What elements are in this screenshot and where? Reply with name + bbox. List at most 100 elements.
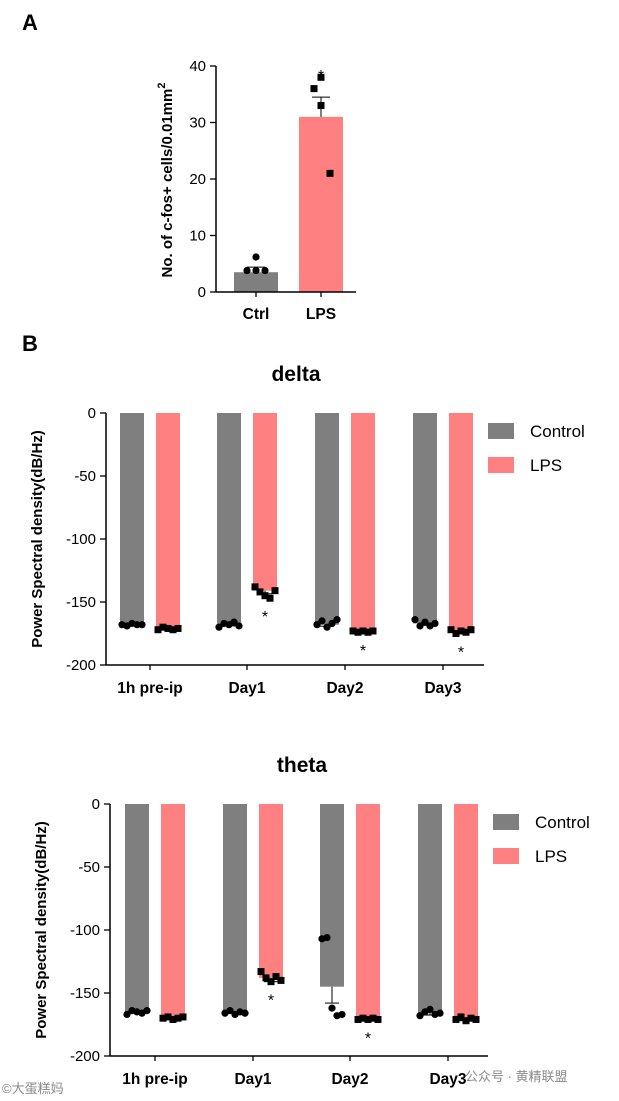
y-tick-label: 40 xyxy=(189,58,206,75)
data-point xyxy=(317,102,325,110)
y-tick-label: 0 xyxy=(88,405,96,422)
data-point xyxy=(318,617,326,625)
chart-title: theta xyxy=(277,754,327,777)
x-tick-label: 1h pre-ip xyxy=(122,1071,187,1088)
data-point xyxy=(462,1017,470,1025)
data-point xyxy=(472,1015,480,1023)
data-point xyxy=(338,1010,346,1019)
data-point xyxy=(369,1014,377,1022)
y-tick-label: -200 xyxy=(70,1048,100,1065)
data-point xyxy=(215,623,223,631)
data-point xyxy=(452,1015,460,1023)
legend-label-control: Control xyxy=(535,813,590,832)
data-point xyxy=(252,266,260,275)
data-point xyxy=(154,626,162,634)
legend-label-control: Control xyxy=(530,422,585,441)
data-point xyxy=(243,266,251,275)
data-point xyxy=(230,618,238,626)
bar-lps-day1 xyxy=(253,413,277,591)
y-axis-label: No. of c-fos+ cells/0.01mm2 xyxy=(156,83,176,278)
bar-lps-1h-pre-ip xyxy=(161,804,185,1019)
x-tick-label: Day2 xyxy=(331,1071,368,1088)
bar-control-day3 xyxy=(413,413,437,624)
y-tick-label: -100 xyxy=(66,531,96,548)
data-point xyxy=(359,1014,367,1022)
data-point xyxy=(421,618,429,626)
data-point xyxy=(431,619,439,628)
y-tick-label: -200 xyxy=(66,657,96,674)
data-point xyxy=(251,583,259,591)
data-point xyxy=(328,619,336,628)
data-point xyxy=(447,626,455,634)
y-tick-label: -50 xyxy=(78,859,100,876)
data-point xyxy=(457,627,465,635)
x-tick-label: 1h pre-ip xyxy=(117,680,182,697)
data-point xyxy=(349,627,357,635)
watermark: ©大蛋糕妈 公众号 · 黄精联盟 xyxy=(2,1069,568,1096)
y-tick-label: -100 xyxy=(70,922,100,939)
data-point xyxy=(226,1007,234,1015)
chart-panel-a: A Ctrl * LPS 0 10 20 30 40 No. of c-fos+ cells/0.… xyxy=(22,10,356,323)
data-point xyxy=(467,626,475,634)
data-point xyxy=(159,623,167,631)
data-point xyxy=(457,1013,465,1021)
y-axis-label: Power Spectral density(dB/Hz) xyxy=(33,821,50,1039)
panel-label-b: B xyxy=(22,331,38,356)
y-axis-label: Power Spectral density(dB/Hz) xyxy=(29,430,46,648)
data-point xyxy=(164,1013,172,1021)
data-point xyxy=(374,1015,382,1023)
y-tick-label: -50 xyxy=(74,468,96,485)
bar-lps-day2 xyxy=(356,804,380,1020)
y-tick-label: 0 xyxy=(198,284,206,301)
data-point xyxy=(317,73,325,81)
data-point xyxy=(174,624,182,632)
x-tick-label: Day2 xyxy=(326,680,363,697)
bar-control-1h-pre-ip xyxy=(125,804,149,1012)
legend-label-lps: LPS xyxy=(530,456,562,475)
data-point xyxy=(328,1004,336,1012)
data-point xyxy=(133,621,141,629)
data-point xyxy=(467,1014,475,1022)
data-point xyxy=(333,616,341,624)
data-point xyxy=(272,973,280,981)
significance-mark: * xyxy=(365,1030,371,1047)
watermark-right: 公众号 · 黄精联盟 xyxy=(465,1069,568,1084)
data-point xyxy=(138,621,146,629)
y-tick-label: 20 xyxy=(189,171,206,188)
bar-control-day2 xyxy=(315,413,339,625)
data-point xyxy=(416,1012,424,1020)
y-axis-label-superscript: 2 xyxy=(156,83,168,89)
data-point xyxy=(123,1010,131,1019)
data-point xyxy=(143,1007,151,1015)
y-tick-label: 30 xyxy=(189,115,206,132)
y-tick-label: -150 xyxy=(66,594,96,611)
chart-panel-theta: theta * * 0 -50 -100 -150 -200 1h pre-ip Day1 Day2… xyxy=(33,754,590,1088)
data-point xyxy=(261,266,269,275)
x-tick-label: Ctrl xyxy=(243,306,270,323)
data-point xyxy=(364,628,372,636)
x-tick-label: Day3 xyxy=(429,1071,466,1088)
legend-swatch-lps xyxy=(488,457,514,473)
data-point xyxy=(354,1015,362,1023)
bar-lps-day1 xyxy=(259,804,283,978)
watermark-left: ©大蛋糕妈 xyxy=(2,1081,64,1096)
legend-swatch-lps xyxy=(493,848,519,864)
data-point xyxy=(323,933,331,942)
data-point xyxy=(436,1009,444,1017)
data-point xyxy=(257,968,265,976)
chart-title: delta xyxy=(271,363,320,386)
data-point xyxy=(169,626,177,634)
y-tick-label: 0 xyxy=(92,796,100,813)
significance-mark: * xyxy=(268,993,274,1010)
bar-ctrl xyxy=(234,272,278,292)
legend-label-lps: LPS xyxy=(535,847,567,866)
data-point xyxy=(235,622,243,630)
x-tick-label: Day1 xyxy=(228,680,265,697)
data-point xyxy=(252,253,260,261)
data-point xyxy=(462,628,470,636)
data-point xyxy=(174,1014,182,1022)
bar-lps-day3 xyxy=(454,804,478,1020)
data-point xyxy=(411,616,419,624)
